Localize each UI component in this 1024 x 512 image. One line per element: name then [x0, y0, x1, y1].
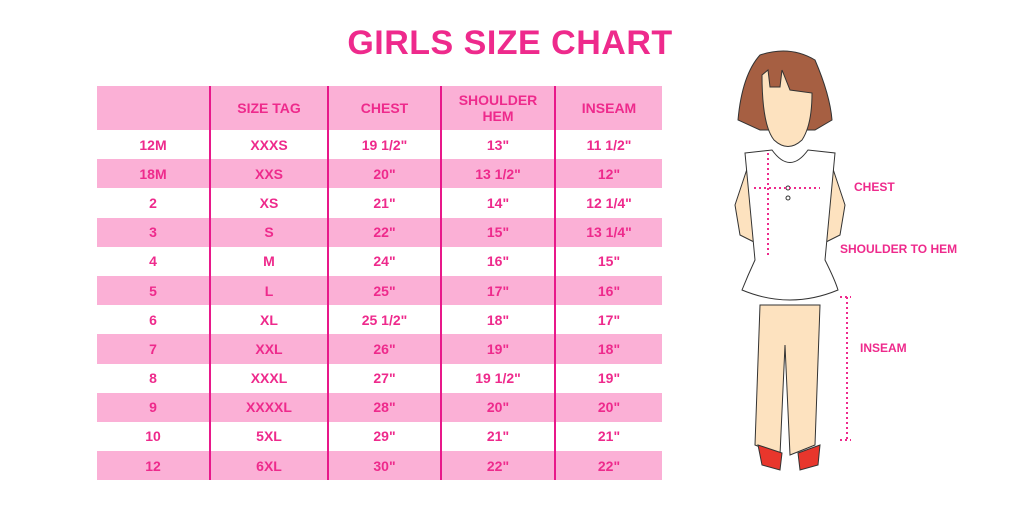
table-cell: 21": [597, 428, 621, 445]
table-cell: 9: [97, 392, 211, 422]
table-cell: 30": [328, 451, 442, 481]
table-row: 18M XXS 20" 13 1/2" 12": [97, 159, 662, 189]
size-chart-table: SIZE TAG CHEST SHOULDER HEM INSEAM 12M XX…: [97, 86, 662, 481]
table-cell: 19 1/2": [328, 130, 442, 160]
table-cell: 10: [97, 421, 211, 452]
table-cell: 16": [555, 275, 662, 306]
table-cell: L: [210, 275, 329, 306]
table-cell: 20": [328, 159, 442, 189]
page-title: GIRLS SIZE CHART: [347, 24, 673, 62]
table-cell: 6XL: [210, 451, 329, 481]
table-cell: 20": [441, 392, 556, 422]
table-row: 3 S 22" 15" 13 1/4": [97, 217, 662, 247]
table-cell: 5: [97, 275, 211, 306]
table-cell: 12: [97, 451, 211, 481]
table-cell: 22": [555, 451, 662, 481]
legs: [754, 304, 821, 456]
table-cell: 12M: [97, 130, 211, 160]
table-cell: XS: [210, 188, 329, 218]
table-cell: 19": [597, 370, 621, 387]
table-cell: 13 1/2": [441, 159, 556, 189]
table-cell: 19": [441, 334, 556, 364]
dress: [741, 149, 839, 301]
table-row: 6 XL 25 1/2" 18" 17": [97, 305, 662, 335]
table-cell: XXXXL: [210, 392, 329, 422]
table-cell: 17": [441, 275, 556, 306]
header-age: [97, 86, 211, 130]
table-cell: XXS: [210, 159, 329, 189]
table-cell: 25": [328, 275, 442, 306]
table-cell: 6: [97, 305, 211, 335]
table-cell: 26": [328, 334, 442, 364]
table-row: 7 XXL 26" 19" 18": [97, 334, 662, 364]
table-cell: 27": [328, 363, 442, 393]
table-cell: 5XL: [210, 421, 329, 452]
table-cell: 19 1/2": [441, 363, 556, 393]
table-cell: M: [210, 246, 329, 276]
table-cell: 11 1/2": [586, 136, 632, 153]
shoes: [757, 444, 821, 471]
face: [761, 69, 813, 147]
table-row: 10 5XL 29" 21" 21": [97, 421, 662, 452]
table-cell: 20": [555, 392, 662, 422]
table-cell: 22": [328, 217, 442, 247]
table-cell: 12 1/4": [586, 194, 632, 211]
table-row: 12 6XL 30" 22" 22": [97, 451, 662, 481]
table-cell: 29": [328, 421, 442, 452]
table-cell: 18M: [97, 159, 211, 189]
table-cell: 21": [328, 188, 442, 218]
table-cell: 12": [555, 159, 662, 189]
table-cell: 25 1/2": [328, 305, 442, 335]
table-cell: 22": [441, 451, 556, 481]
table-cell: XXXS: [210, 130, 329, 160]
table-cell: 15": [441, 217, 556, 247]
table-cell: 2: [97, 188, 211, 218]
table-cell: S: [210, 217, 329, 247]
shoulder-to-hem-label: SHOULDER TO HEM: [840, 242, 958, 256]
table-cell: 15": [597, 253, 621, 270]
table-cell: 18": [555, 334, 662, 364]
table-cell: 21": [441, 421, 556, 452]
girl-measurement-illustration: [734, 50, 851, 471]
table-row: 2 XS 21" 14" 12 1/4": [97, 188, 662, 218]
table-cell: 16": [441, 246, 556, 276]
inseam-label: INSEAM: [860, 341, 907, 355]
table-cell: 18": [441, 305, 556, 335]
table-cell: 4: [97, 246, 211, 276]
table-cell: 13": [441, 130, 556, 160]
table-header-row: SIZE TAG CHEST SHOULDER HEM INSEAM: [97, 86, 662, 130]
table-row: 5 L 25" 17" 16": [97, 275, 662, 306]
chest-label: CHEST: [854, 180, 895, 194]
table-row: 4 M 24" 16" 15": [97, 246, 662, 276]
table-cell: 14": [441, 188, 556, 218]
table-row: 9 XXXXL 28" 20" 20": [97, 392, 662, 422]
table-cell: XXXL: [210, 363, 329, 393]
table-cell: 28": [328, 392, 442, 422]
table-row: 12M XXXS 19 1/2" 13" 11 1/2": [97, 130, 662, 160]
table-cell: XXL: [210, 334, 329, 364]
table-cell: 3: [97, 217, 211, 247]
table-row: 8 XXXL 27" 19 1/2" 19": [97, 363, 662, 393]
table-cell: 8: [97, 363, 211, 393]
table-cell: 7: [97, 334, 211, 364]
header-shoulder-hem: SHOULDER HEM: [441, 86, 556, 130]
header-inseam: INSEAM: [555, 86, 662, 130]
table-cell: 13 1/4": [555, 217, 662, 247]
table-cell: 24": [328, 246, 442, 276]
table-cell: XL: [210, 305, 329, 335]
table-cell: 17": [597, 311, 621, 328]
header-chest: CHEST: [328, 86, 442, 130]
header-size-tag: SIZE TAG: [210, 86, 329, 130]
